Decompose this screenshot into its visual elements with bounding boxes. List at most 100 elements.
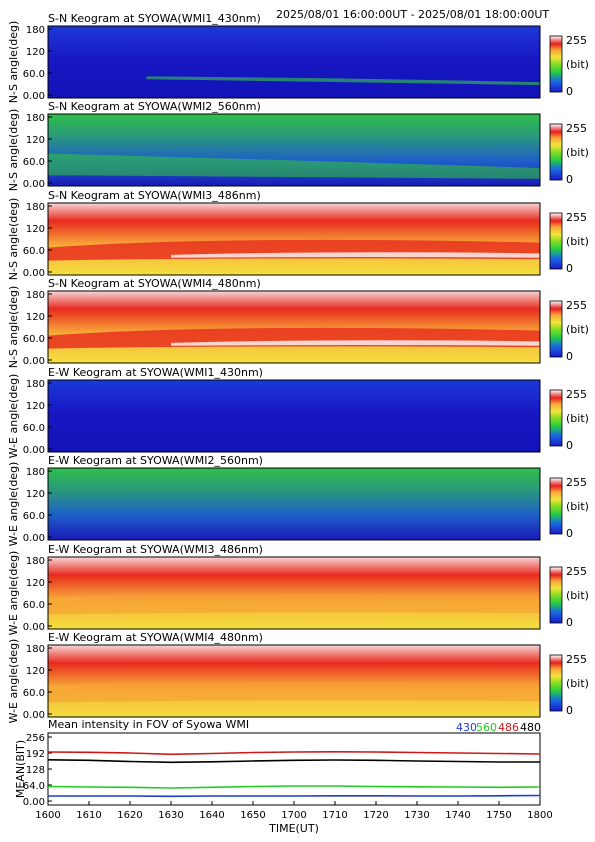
y-tick-label: 0.00	[23, 91, 45, 102]
colorbar-min: 0	[566, 85, 573, 98]
x-tick-label: 1720	[363, 810, 388, 821]
colorbar-scale	[549, 654, 563, 712]
y-tick-label: 60.0	[23, 157, 45, 168]
series-line-430	[48, 794, 541, 798]
keogram-image	[48, 26, 540, 98]
x-tick-label: 1640	[199, 810, 224, 821]
keogram-panel: S-N Keogram at SYOWA(WMI2_560nm)180 120 60…	[7, 100, 589, 191]
y-tick-label: 180	[26, 113, 45, 124]
keogram-title: S-N Keogram at SYOWA(WMI1_430nm)	[48, 12, 261, 25]
y-tick-label: 180	[26, 25, 45, 36]
x-tick-label: 1740	[445, 810, 470, 821]
keogram-frame	[47, 467, 541, 541]
y-tick-label: 120	[26, 578, 45, 589]
keogram-frame	[47, 556, 541, 630]
y-tick-label: 0.00	[23, 268, 45, 279]
colorbar: 255 (bit) 0	[549, 565, 589, 629]
colorbar-min: 0	[566, 262, 573, 275]
y-tick-label: 0.00	[23, 797, 45, 808]
keogram-frame	[47, 25, 541, 99]
keogram-title: E-W Keogram at SYOWA(WMI2_560nm)	[48, 454, 263, 467]
keogram-panel: S-N Keogram at SYOWA(WMI4_480nm)180 120 60…	[7, 277, 589, 368]
keogram-ylabel: W-E angle(deg)	[7, 374, 20, 459]
keogram-title: E-W Keogram at SYOWA(WMI4_480nm)	[48, 631, 263, 644]
y-tick-label: 60.0	[23, 600, 45, 611]
keogram-ylabel: W-E angle(deg)	[7, 462, 20, 547]
keogram-image	[48, 203, 540, 275]
y-tick-label: 60.0	[23, 511, 45, 522]
y-tick-label: 120	[26, 224, 45, 235]
colorbar-unit: (bit)	[566, 500, 589, 513]
series-line-486	[47, 750, 541, 756]
colorbar-unit: (bit)	[566, 58, 589, 71]
colorbar-max: 255	[566, 476, 587, 489]
keogram-ylabel: W-E angle(deg)	[7, 551, 20, 636]
colorbar-min: 0	[566, 173, 573, 186]
colorbar-unit: (bit)	[566, 589, 589, 602]
colorbar-max: 255	[566, 34, 587, 47]
y-tick-label: 192	[26, 749, 45, 760]
legend-486: 486	[498, 721, 519, 734]
y-tick-label: 120	[26, 135, 45, 146]
keogram-band	[48, 153, 540, 179]
keogram-title: S-N Keogram at SYOWA(WMI2_560nm)	[48, 100, 261, 113]
mean-plot-frame	[47, 732, 541, 806]
keogram-frame	[47, 202, 541, 276]
keogram-band	[48, 681, 540, 703]
keogram-frame	[47, 379, 541, 453]
keogram-panel: S-N Keogram at SYOWA(WMI3_486nm)180 120 60…	[7, 189, 589, 280]
y-tick-label: 60.0	[23, 246, 45, 257]
keogram-title: E-W Keogram at SYOWA(WMI1_430nm)	[48, 366, 263, 379]
y-tick-label: 0.00	[23, 622, 45, 633]
x-tick-label: 1620	[117, 810, 142, 821]
x-tick-label: 1710	[322, 810, 347, 821]
legend-430: 430	[456, 721, 477, 734]
y-tick-label: 60.0	[23, 69, 45, 80]
colorbar-scale	[549, 389, 563, 447]
mean-plot-ticks: 256 192 128 64.0 0.00 1600 1610 1620 1630 1640 165…	[23, 733, 553, 821]
y-tick-label: 120	[26, 666, 45, 677]
colorbar-scale	[549, 123, 563, 181]
y-tick-label: 180	[26, 290, 45, 301]
colorbar-scale	[549, 300, 563, 358]
keogram-image	[48, 557, 540, 629]
mean-plot-title: Mean intensity in FOV of Syowa WMI	[48, 718, 249, 731]
y-tick-label: 180	[26, 379, 45, 390]
y-tick-label: 60.0	[23, 688, 45, 699]
colorbar-scale	[549, 477, 563, 535]
keogram-panels: S-N Keogram at SYOWA(WMI1_430nm)18012060…	[7, 12, 589, 723]
mean-plot-lines	[47, 750, 541, 798]
keogram-ylabel: N-S angle(deg)	[7, 286, 20, 369]
y-tick-label: 120	[26, 312, 45, 323]
y-tick-label: 180	[26, 556, 45, 567]
x-tick-label: 1700	[281, 810, 306, 821]
keogram-peak	[171, 340, 540, 346]
x-tick-label: 1750	[486, 810, 511, 821]
colorbar-max: 255	[566, 388, 587, 401]
colorbar-max: 255	[566, 299, 587, 312]
keogram-ylabel: N-S angle(deg)	[7, 109, 20, 192]
y-tick-label: 120	[26, 47, 45, 58]
keogram-frame	[47, 644, 541, 718]
y-tick-label: 0.00	[23, 356, 45, 367]
series-line-480	[47, 759, 540, 764]
keogram-image	[48, 380, 540, 452]
colorbar-max: 255	[566, 653, 587, 666]
y-tick-label: 180	[26, 467, 45, 478]
keogram-image	[48, 291, 540, 363]
legend: 430 560 486 480	[456, 721, 541, 734]
colorbar-unit: (bit)	[566, 235, 589, 248]
keogram-panel: E-W Keogram at SYOWA(WMI4_480nm)180 120 60…	[7, 631, 589, 723]
colorbar-max: 255	[566, 565, 587, 578]
legend-560: 560	[476, 721, 497, 734]
keogram-image	[48, 468, 540, 540]
mean-plot-ylabel: MEAN(BIT)	[14, 740, 27, 798]
keogram-panel: E-W Keogram at SYOWA(WMI3_486nm)180 120 60…	[7, 543, 589, 635]
keogram-title: S-N Keogram at SYOWA(WMI4_480nm)	[48, 277, 261, 290]
x-tick-label: 1650	[240, 810, 265, 821]
keogram-panel: S-N Keogram at SYOWA(WMI1_430nm)180 120 60…	[7, 12, 589, 103]
colorbar-unit: (bit)	[566, 146, 589, 159]
keogram-panel: E-W Keogram at SYOWA(WMI1_430nm)180 120 60…	[7, 366, 589, 458]
x-tick-label: 1610	[76, 810, 101, 821]
